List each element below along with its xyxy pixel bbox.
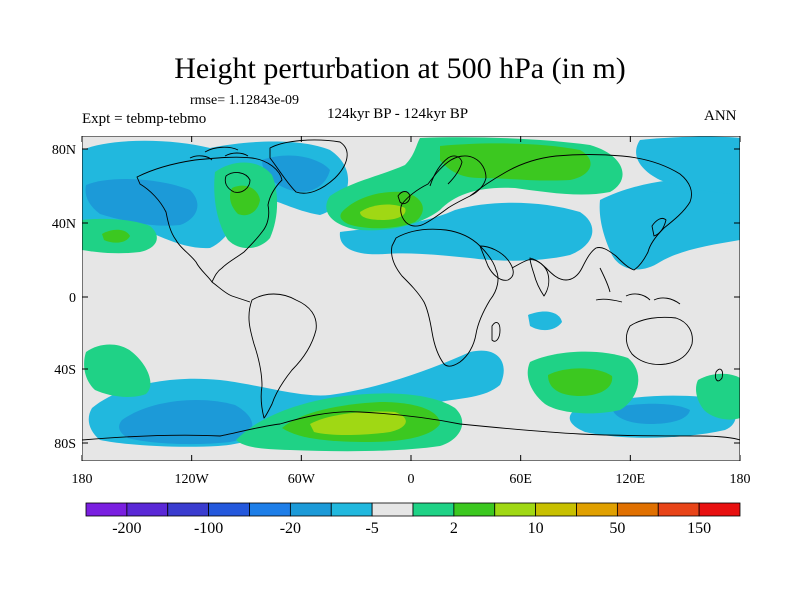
- colorbar-swatch: [249, 502, 291, 517]
- coastline-new-zealand: [715, 368, 723, 382]
- anomaly-region: [548, 368, 613, 396]
- colorbar-swatch: [412, 502, 455, 517]
- colorbar-swatch: [371, 502, 414, 517]
- anomaly-region: [85, 178, 198, 226]
- coastline-scandinavia: [429, 155, 463, 187]
- colorbar-label: -200: [112, 520, 141, 537]
- season-label: ANN: [704, 108, 737, 124]
- colorbar-swatch: [698, 502, 741, 517]
- coastline-arabia: [479, 245, 514, 281]
- lat-tick-label: 40S: [54, 363, 76, 378]
- colorbar: -200 -100 -20 -5 2 10 50 150: [85, 502, 741, 537]
- colorbar-swatch: [657, 502, 700, 517]
- colorbar-swatch: [289, 502, 332, 517]
- coastline-madagascar: [491, 322, 501, 342]
- coastline-central-america: [211, 281, 251, 303]
- anomaly-region: [230, 185, 260, 216]
- coastline-australia: [625, 316, 693, 365]
- coastline-greenland: [269, 139, 348, 194]
- contour-map: [82, 136, 740, 461]
- colorbar-label: -5: [365, 520, 378, 537]
- map-axes: 180 120W 60W 0 60E 120E 180 80N 40N 0 40S 80S: [52, 136, 751, 487]
- colorbar-label: 150: [687, 520, 711, 537]
- colorbar-swatch: [453, 502, 496, 517]
- colorbar-label: -100: [194, 520, 223, 537]
- lat-tick-label: 40N: [52, 217, 76, 232]
- colorbar-swatch: [167, 502, 210, 517]
- colorbar-swatch: [494, 502, 537, 517]
- anomaly-region: [696, 373, 740, 420]
- experiment-label: Expt = tebmp-tebmo: [82, 111, 207, 127]
- coastline-south-america: [248, 293, 317, 419]
- colorbar-label: 50: [609, 520, 625, 537]
- anomaly-region: [84, 344, 151, 397]
- anomaly-region: [310, 411, 406, 435]
- lon-tick-label: 120W: [175, 472, 210, 487]
- anomaly-region: [339, 202, 593, 261]
- anomaly-region: [612, 403, 690, 424]
- chart-title: Height perturbation at 500 hPa (in m): [174, 52, 626, 85]
- colorbar-swatch: [616, 502, 659, 517]
- colorbar-label: 10: [528, 520, 544, 537]
- colorbar-swatch: [535, 502, 577, 517]
- coastline-british-isles: [397, 191, 411, 205]
- positive-anomaly-regions: [82, 137, 740, 452]
- anomaly-region: [119, 400, 253, 445]
- lon-tick-label: 0: [408, 472, 415, 487]
- lat-tick-label: 80S: [54, 437, 76, 452]
- coastline-africa: [391, 228, 499, 367]
- lon-tick-label: 60W: [288, 472, 316, 487]
- colorbar-swatch: [330, 502, 373, 517]
- colorbar-label: 2: [450, 520, 458, 537]
- coastlines: [82, 139, 740, 441]
- coastline-antarctica: [82, 411, 740, 441]
- colorbar-swatch: [208, 502, 250, 517]
- anomaly-region: [102, 229, 130, 243]
- colorbar-swatch: [85, 502, 128, 517]
- lon-tick-label: 180: [730, 472, 751, 487]
- lon-tick-label: 60E: [509, 472, 532, 487]
- colorbar-label: -20: [280, 520, 301, 537]
- period-label: 124kyr BP - 124kyr BP: [327, 106, 469, 122]
- lat-tick-label: 80N: [52, 143, 76, 158]
- rmse-label: rmse= 1.12843e-09: [190, 93, 299, 108]
- anomaly-region: [636, 136, 740, 195]
- coastline-india: [529, 257, 550, 297]
- colorbar-swatch: [126, 502, 169, 517]
- anomaly-region: [528, 311, 562, 331]
- coastline-north-america: [136, 156, 283, 283]
- lon-tick-label: 180: [72, 472, 93, 487]
- lon-tick-label: 120E: [616, 472, 646, 487]
- coastline-southeast-asia: [595, 267, 681, 305]
- coastline-hudson-bay: [224, 172, 251, 193]
- anomaly-region: [360, 204, 406, 220]
- coastline-asia: [469, 154, 692, 281]
- colorbar-swatch: [576, 502, 618, 517]
- lat-tick-label: 0: [69, 291, 76, 306]
- coastline-japan: [651, 217, 667, 237]
- anomaly-region: [440, 143, 591, 181]
- coastline-arctic-islands: [189, 146, 249, 161]
